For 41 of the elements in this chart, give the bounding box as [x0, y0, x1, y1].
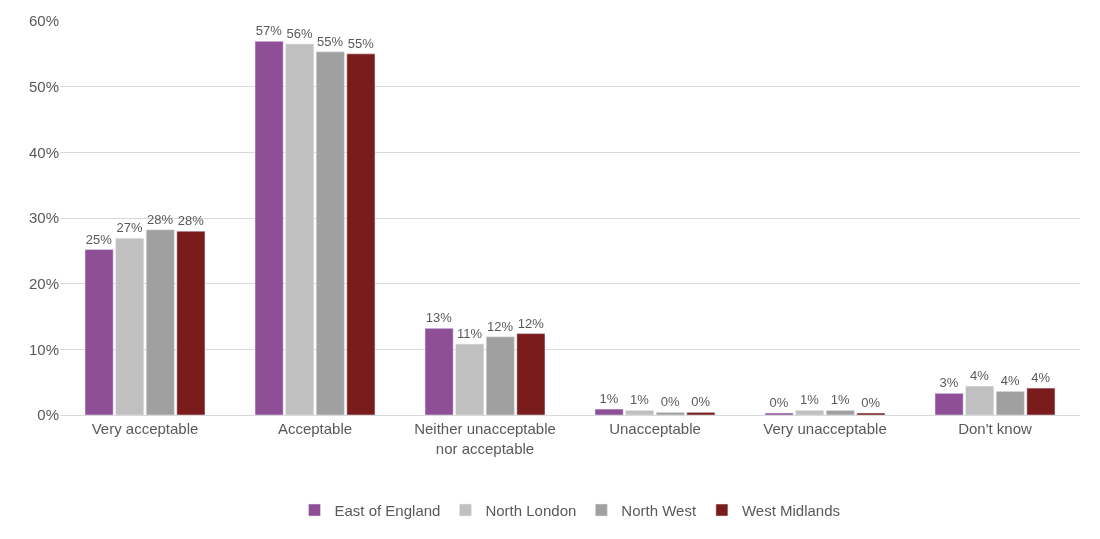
data-label: 28% — [177, 213, 205, 229]
data-label: 25% — [85, 231, 113, 247]
data-label: 13% — [425, 310, 453, 326]
y-tick-label: 0% — [37, 406, 59, 424]
data-label: 12% — [517, 315, 545, 331]
x-tick-label: Neither unacceptable nor acceptable — [414, 420, 556, 457]
legend-label: North London — [485, 501, 577, 519]
data-label: 1% — [800, 392, 820, 408]
data-label: 0% — [769, 395, 789, 411]
y-tick-label: 30% — [28, 209, 59, 227]
data-label: 57% — [255, 23, 283, 39]
data-label: 28% — [147, 211, 174, 227]
x-tick-label: Very acceptable — [91, 420, 199, 437]
data-label: 4% — [970, 368, 990, 384]
data-label: 1% — [830, 392, 850, 408]
data-label: 11% — [456, 326, 483, 342]
y-tick-label: 20% — [28, 274, 59, 292]
data-label: 0% — [861, 395, 881, 411]
data-label: 1% — [599, 391, 619, 407]
data-label: 55% — [347, 35, 375, 51]
data-label: 55% — [317, 33, 344, 49]
legend-label: North West — [621, 501, 697, 519]
x-tick-label: Unacceptable — [609, 420, 701, 437]
data-label: 3% — [939, 375, 959, 391]
data-label: 4% — [1031, 370, 1051, 386]
data-label: 4% — [1000, 373, 1020, 389]
x-tick-label: Acceptable — [277, 420, 353, 437]
y-tick-label: 50% — [28, 77, 59, 95]
data-label: 0% — [691, 394, 711, 410]
y-tick-label: 40% — [28, 143, 59, 161]
data-label: 56% — [286, 25, 313, 41]
data-label: 27% — [116, 220, 143, 236]
x-tick-label: Don't know — [958, 420, 1033, 437]
y-tick-label: 10% — [28, 340, 59, 358]
data-label: 0% — [660, 394, 680, 410]
legend-label: East of England — [334, 501, 441, 519]
data-label: 1% — [630, 392, 650, 408]
data-label: 12% — [487, 318, 514, 334]
x-tick-label: Very unacceptable — [763, 420, 887, 437]
y-tick-label: 60% — [28, 12, 59, 30]
legend-label: West Midlands — [741, 501, 840, 519]
